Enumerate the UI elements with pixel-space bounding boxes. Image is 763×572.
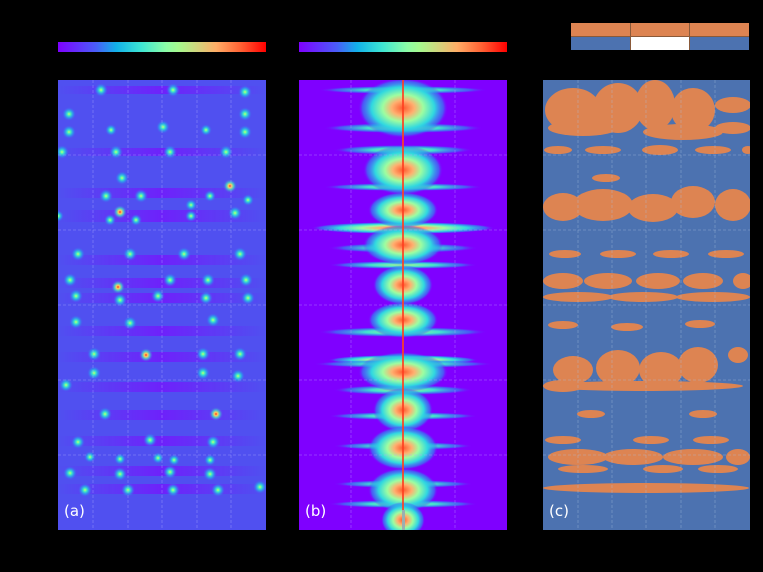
mask-c <box>543 80 750 530</box>
heatmap-b <box>299 80 507 530</box>
legend-cell <box>571 23 630 36</box>
legend-cell <box>571 37 630 50</box>
panel-b: (b) <box>299 80 507 530</box>
panel-label-a: (a) <box>64 502 85 520</box>
legend-cell <box>690 37 749 50</box>
panel-label-b: (b) <box>305 502 327 520</box>
legend-cell <box>690 23 749 36</box>
heatmap-a <box>58 80 266 530</box>
legend-cell <box>630 37 690 50</box>
colorbar-a <box>58 42 266 52</box>
legend-c <box>571 23 749 50</box>
panel-c: (c) <box>543 80 750 530</box>
legend-cell <box>630 23 690 36</box>
colorbar-b <box>299 42 507 52</box>
panel-a: (a) <box>58 80 266 530</box>
panel-label-c: (c) <box>549 502 569 520</box>
